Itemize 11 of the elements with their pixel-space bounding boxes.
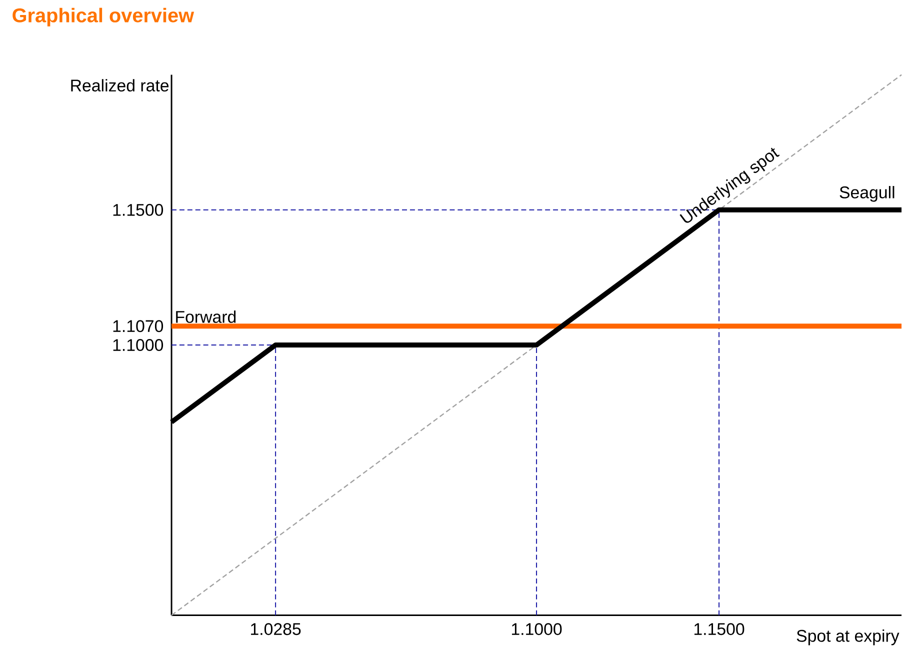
y-tick-label: 1.1000 xyxy=(113,338,164,351)
y-axis-title: Realized rate xyxy=(71,79,169,92)
x-tick-label: 1.1500 xyxy=(694,623,744,635)
chart-title: Graphical overview xyxy=(12,8,194,26)
y-tick-label: 1.1500 xyxy=(113,204,164,216)
x-tick-label: 1.1000 xyxy=(512,623,562,635)
x-tick-label: 1.0285 xyxy=(251,623,301,635)
series-label: Forward xyxy=(176,310,236,323)
x-axis-title: Spot at expiry xyxy=(796,629,900,646)
series-label: Seagull xyxy=(840,186,894,202)
y-tick-label: 1.1070 xyxy=(113,320,164,332)
